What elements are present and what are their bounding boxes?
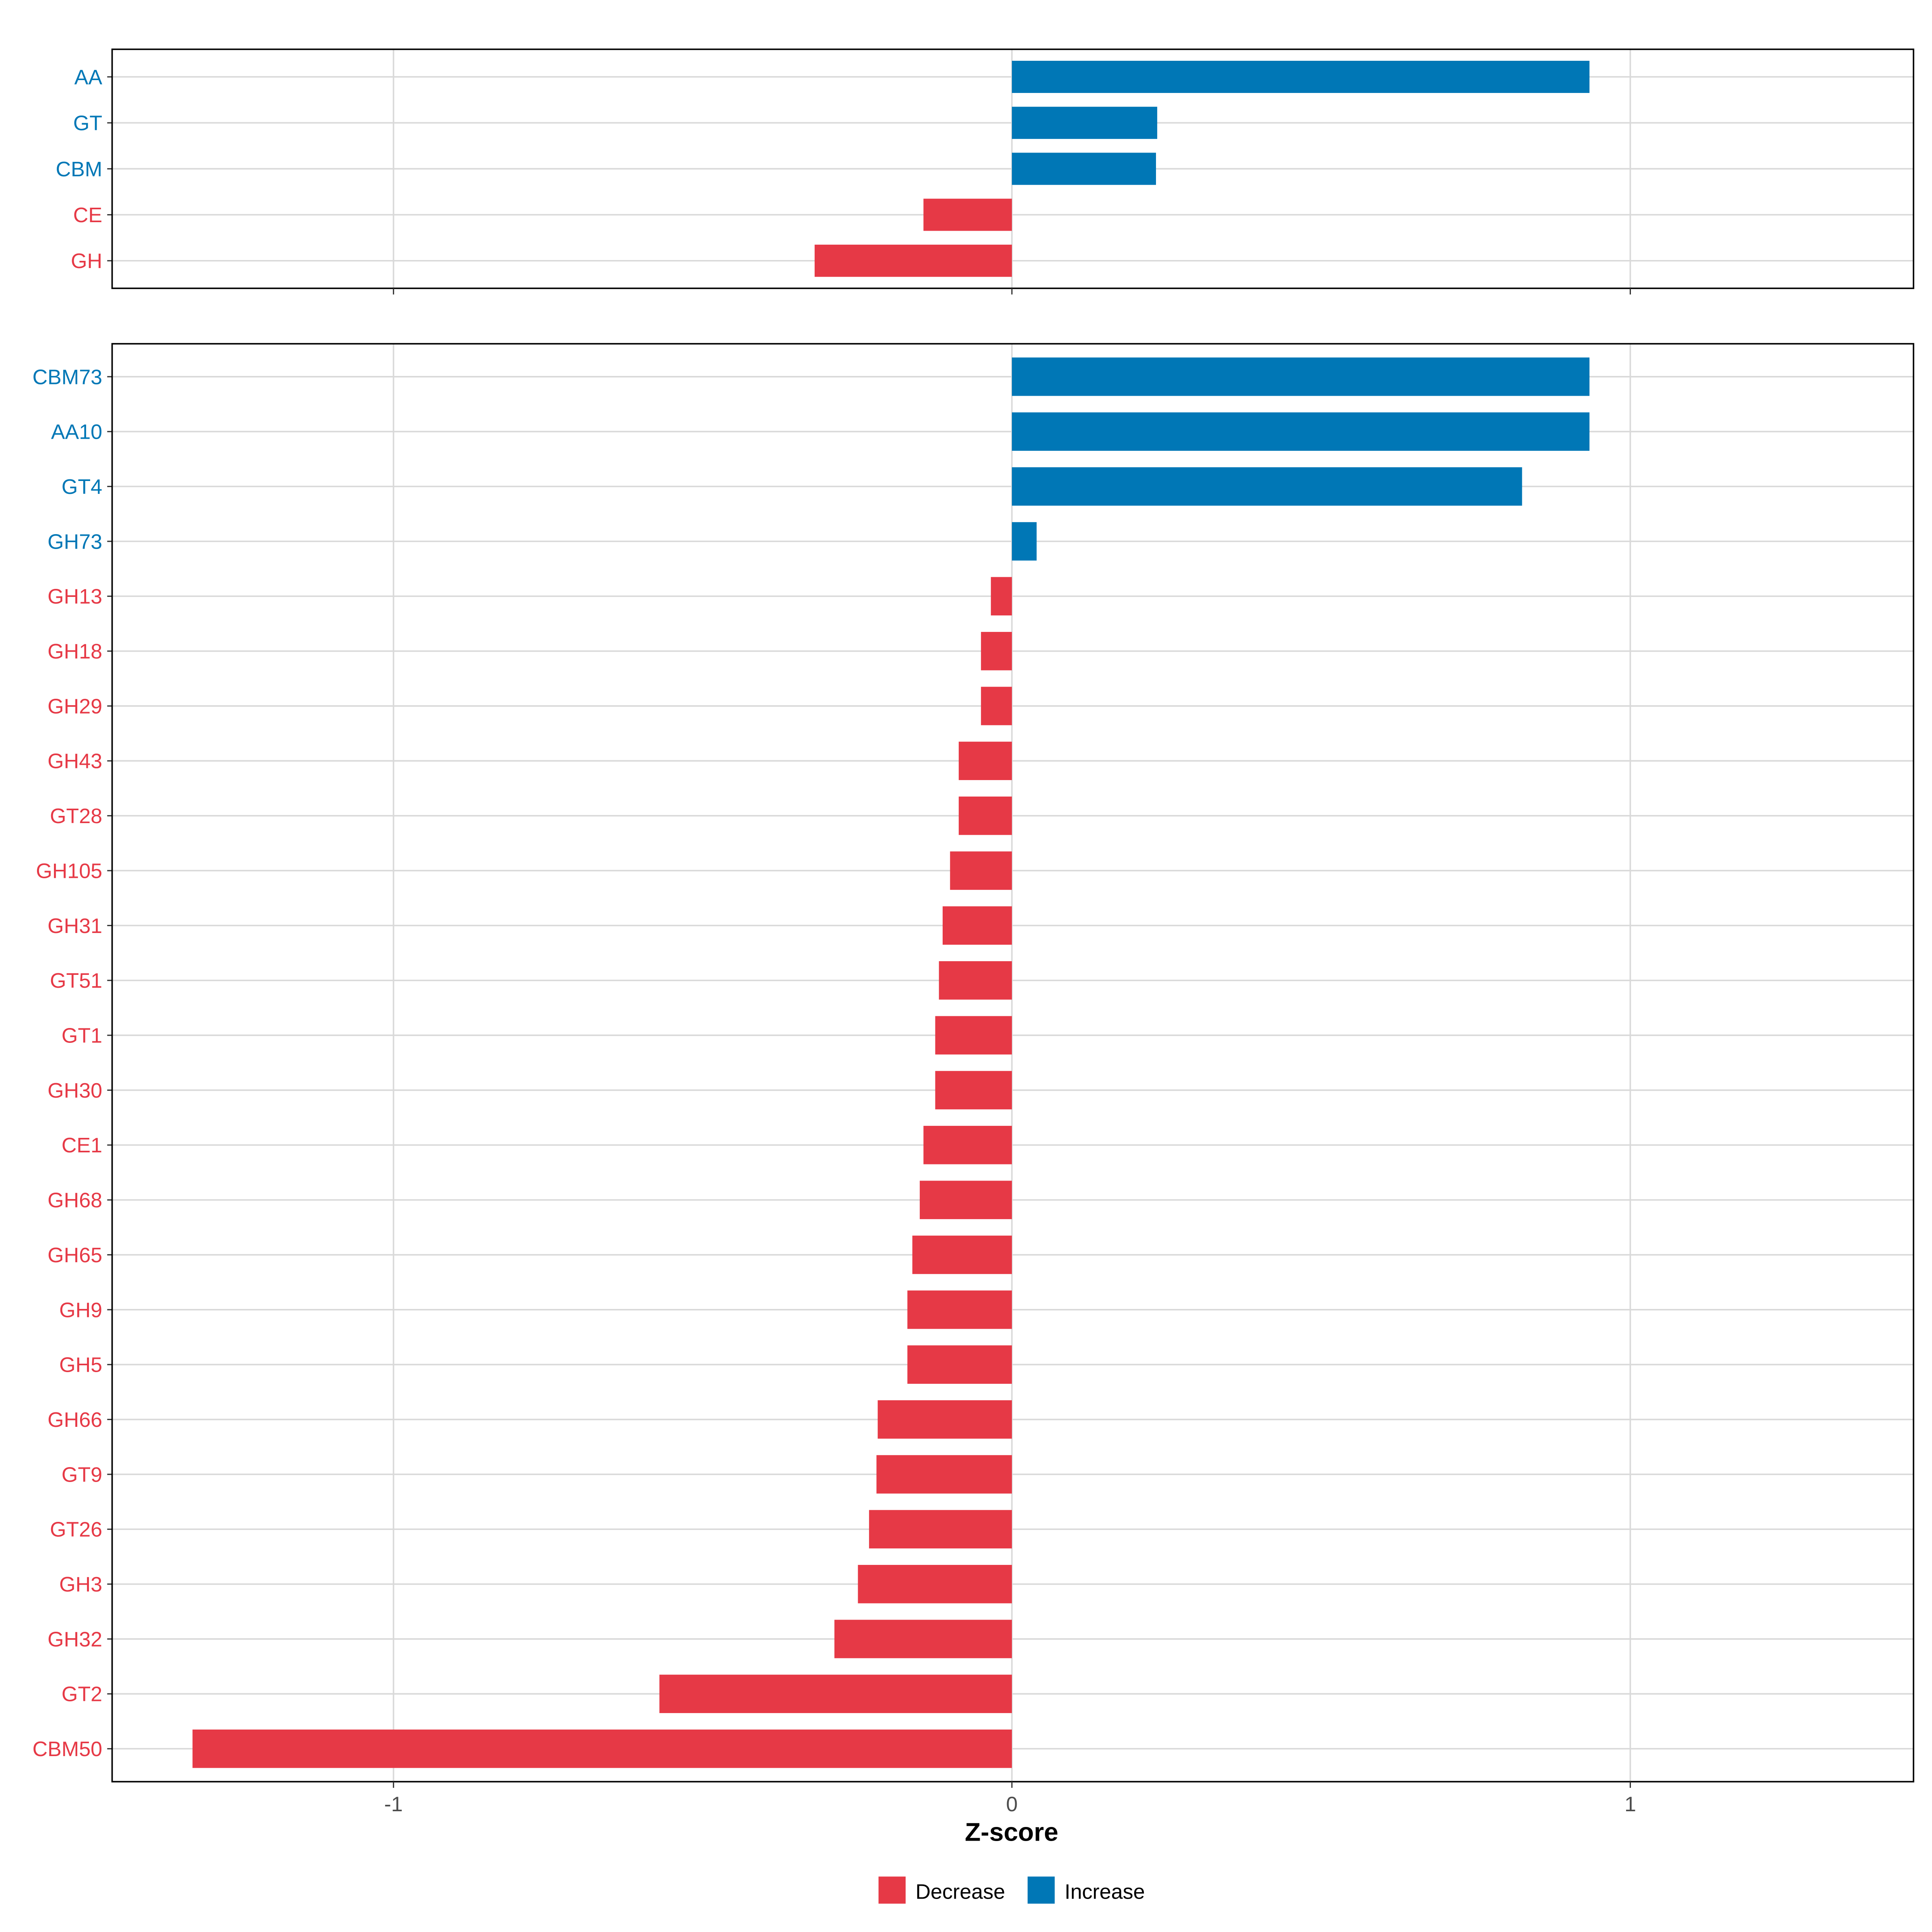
y-tick-label: GH32 [47, 1628, 102, 1651]
y-tick-label: CBM [56, 158, 102, 181]
y-tick-label: GH65 [47, 1244, 102, 1267]
y-tick-label: CE1 [62, 1134, 102, 1157]
x-tick-label: 1 [1624, 1793, 1636, 1816]
bar-GH9 [907, 1290, 1012, 1329]
y-tick-label: GH5 [59, 1354, 102, 1377]
bar-GT2 [659, 1674, 1012, 1713]
y-tick-label: GH66 [47, 1408, 102, 1432]
bar-AA10 [1012, 412, 1590, 451]
legend-swatch-decrease [878, 1876, 906, 1904]
bar-GH [814, 244, 1012, 277]
panel-border [111, 343, 1914, 1783]
y-tick-label: GT4 [62, 475, 102, 499]
bar-GT [1012, 107, 1158, 139]
y-tick-label: CBM50 [33, 1738, 103, 1761]
x-axis-title: Z-score [965, 1817, 1058, 1846]
x-tick-label: -1 [384, 1793, 402, 1816]
bar-GT4 [1012, 467, 1522, 506]
bar-GT26 [869, 1510, 1012, 1549]
bar-GH5 [907, 1345, 1012, 1384]
y-tick-label: GH [71, 250, 102, 273]
legend-label-decrease: Decrease [915, 1880, 1005, 1903]
bar-GH3 [858, 1565, 1012, 1604]
bar-GT9 [876, 1455, 1012, 1494]
y-tick-label: CBM73 [33, 365, 103, 389]
legend-swatch-increase [1028, 1876, 1055, 1904]
y-tick-label: GH18 [47, 640, 102, 663]
bar-GH66 [877, 1400, 1012, 1439]
bar-GH43 [958, 741, 1012, 780]
bar-GH31 [942, 906, 1012, 945]
bar-CBM73 [1012, 357, 1590, 396]
bar-GH68 [920, 1181, 1012, 1219]
y-tick-label: AA10 [51, 421, 102, 444]
panel-top: AA GT CBM CE GH [56, 48, 1914, 295]
bar-CE [923, 198, 1012, 231]
y-tick-label: GT26 [50, 1518, 102, 1542]
legend-label-increase: Increase [1065, 1880, 1145, 1903]
y-tick-label: GT9 [62, 1463, 102, 1486]
y-tick-label: GH29 [47, 695, 102, 718]
y-tick-label: GT51 [50, 969, 102, 993]
y-tick-label: CE [73, 204, 102, 227]
y-tick-label: GH31 [47, 914, 102, 938]
panel-bottom: CBM73 AA10 GT4 GH73 GH13 GH18 GH29 GH43 GT28 GH10… [33, 343, 1914, 1816]
bar-GT51 [939, 961, 1012, 1000]
bar-GH105 [950, 851, 1012, 890]
y-tick-label: GH43 [47, 750, 102, 773]
y-tick-label: GH105 [36, 859, 102, 883]
bar-GH13 [991, 577, 1012, 616]
y-tick-label: GH13 [47, 585, 102, 609]
bar-GH65 [912, 1235, 1012, 1274]
bar-GH29 [981, 687, 1012, 725]
y-tick-label: GH68 [47, 1189, 102, 1212]
y-tick-label: GH9 [59, 1298, 102, 1322]
y-tick-label: GT [73, 112, 102, 135]
bar-AA [1012, 61, 1590, 93]
y-tick-label: GT28 [50, 805, 102, 828]
bar-CE1 [923, 1126, 1012, 1164]
y-tick-label: GT1 [62, 1024, 102, 1047]
panel-border [111, 48, 1914, 289]
bar-GT28 [958, 796, 1012, 835]
bar-GH18 [981, 632, 1012, 671]
bar-CBM50 [192, 1729, 1012, 1768]
y-tick-label: GT2 [62, 1683, 102, 1706]
y-tick-label: GH73 [47, 530, 102, 553]
y-tick-label: GH3 [59, 1573, 102, 1596]
bar-GT1 [935, 1016, 1012, 1055]
bar-GH30 [935, 1071, 1012, 1110]
x-tick-label: 0 [1006, 1793, 1018, 1816]
y-tick-label: GH30 [47, 1079, 102, 1102]
legend: Decrease Increase [878, 1876, 1145, 1904]
y-tick-label: AA [74, 66, 103, 89]
bar-GH73 [1012, 522, 1037, 561]
bar-CBM [1012, 153, 1156, 185]
bar-GH32 [834, 1620, 1012, 1658]
